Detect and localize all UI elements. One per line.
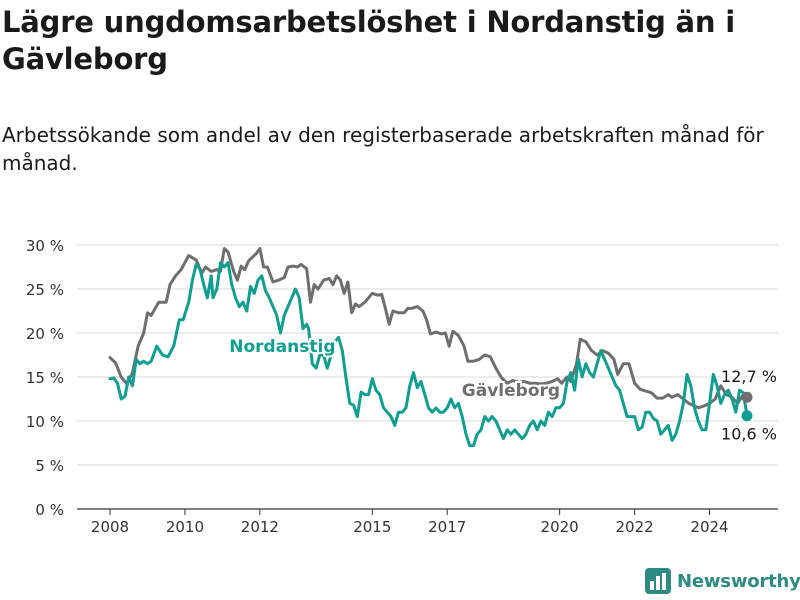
end-label-gävleborg: 12,7 % bbox=[721, 367, 777, 386]
brand-name: Newsworthy bbox=[677, 570, 800, 592]
grid-lines: 0 % 5 % 10 % 15 % 20 % 25 % 30 % bbox=[26, 237, 778, 519]
y-tick-label: 15 % bbox=[26, 369, 64, 387]
chart-subtitle: Arbetssökande som andel av den registerb… bbox=[2, 123, 764, 175]
x-tick-label: 2017 bbox=[428, 518, 466, 536]
x-tick-label: 2024 bbox=[690, 518, 728, 536]
newsworthy-logo[interactable]: Newsworthy bbox=[645, 568, 800, 594]
series-labels: Gävleborg 12,7 % Nordanstig 10,6 % bbox=[227, 335, 779, 446]
x-tick-label: 2008 bbox=[91, 518, 129, 536]
x-tick-label: 2020 bbox=[541, 518, 579, 536]
x-tick-label: 2010 bbox=[166, 518, 204, 536]
end-label-nordanstig: 10,6 % bbox=[721, 425, 777, 444]
bar-chart-icon bbox=[645, 568, 671, 594]
series-label-nordanstig: Nordanstig bbox=[229, 337, 335, 357]
series-line-gävleborg bbox=[108, 247, 749, 410]
series-label-gävleborg: Gävleborg bbox=[462, 381, 560, 401]
x-axis: 2008 2010 2012 2015 2017 2020 2022 2024 bbox=[91, 509, 729, 536]
y-tick-label: 10 % bbox=[26, 413, 64, 431]
series-lines bbox=[108, 247, 749, 448]
y-tick-label: 20 % bbox=[26, 325, 64, 343]
chart-title: Lägre ungdomsarbetslöshet i Nordanstig ä… bbox=[2, 5, 735, 76]
y-tick-label: 0 % bbox=[35, 501, 64, 519]
end-point-nordanstig bbox=[741, 410, 753, 422]
x-tick-label: 2012 bbox=[241, 518, 279, 536]
y-tick-label: 30 % bbox=[26, 237, 64, 255]
x-tick-label: 2015 bbox=[353, 518, 391, 536]
x-tick-label: 2022 bbox=[615, 518, 653, 536]
end-point-gävleborg bbox=[741, 391, 753, 403]
series-line-nordanstig bbox=[108, 261, 749, 448]
y-tick-label: 25 % bbox=[26, 281, 64, 299]
y-tick-label: 5 % bbox=[35, 457, 64, 475]
